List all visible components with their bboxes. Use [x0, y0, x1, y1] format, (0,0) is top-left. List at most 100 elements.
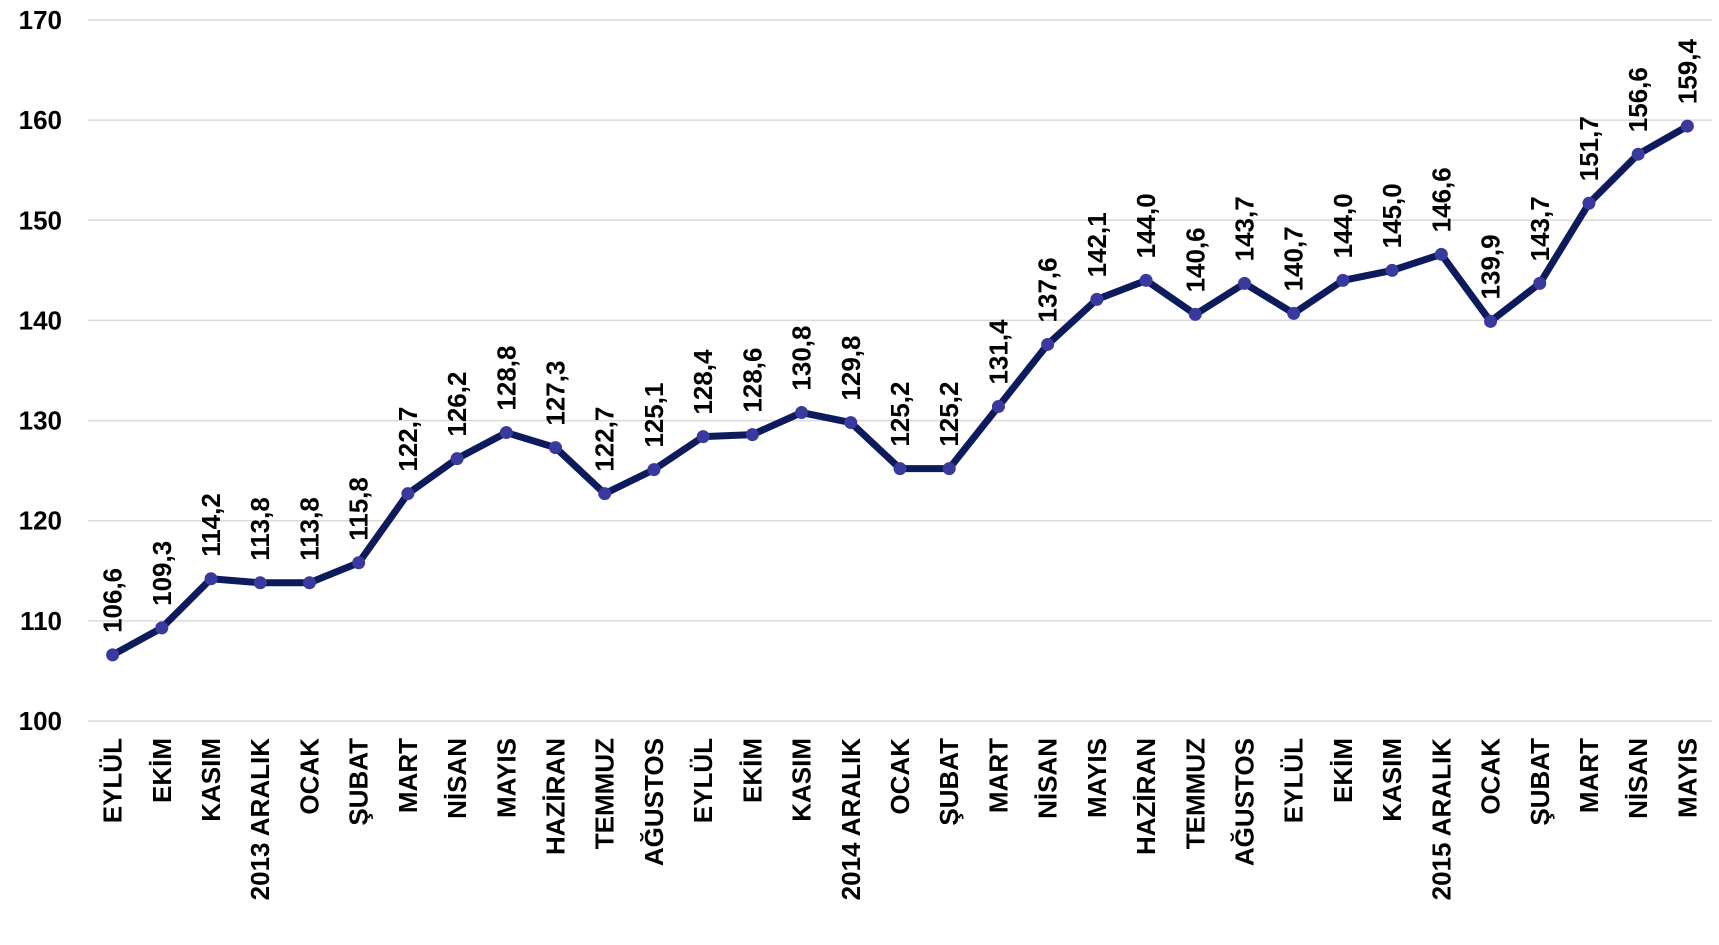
data-point: [1385, 263, 1399, 277]
data-point: [1582, 196, 1596, 210]
gridlines: [88, 19, 1712, 722]
data-label: 131,4: [983, 319, 1013, 385]
x-tick-label: 2015 ARALIK: [1426, 738, 1456, 901]
x-tick-label: AĞUSTOS: [1229, 738, 1259, 866]
data-point: [1680, 119, 1694, 133]
x-tick-label: EYLÜL: [1279, 738, 1309, 823]
data-point: [745, 428, 759, 442]
data-label: 156,6: [1623, 67, 1653, 132]
data-point: [1484, 314, 1498, 328]
data-point: [598, 487, 612, 501]
data-point: [401, 487, 415, 501]
data-point: [155, 621, 169, 635]
x-tick-label: ŞUBAT: [344, 738, 374, 826]
data-label: 122,7: [393, 407, 423, 472]
data-label: 127,3: [541, 361, 571, 426]
y-tick-label: 120: [19, 506, 62, 536]
data-label: 113,8: [245, 497, 275, 561]
data-point: [795, 406, 809, 420]
data-label: 137,6: [1033, 257, 1063, 322]
data-point: [1631, 147, 1645, 161]
data-label: 140,7: [1279, 226, 1309, 291]
x-tick-label: OCAK: [294, 738, 324, 815]
data-label: 125,1: [639, 383, 669, 448]
x-tick-label: HAZİRAN: [541, 738, 571, 855]
x-tick-label: EKİM: [147, 738, 177, 803]
x-tick-label: 2013 ARALIK: [245, 738, 275, 901]
data-point: [1090, 292, 1104, 306]
x-tick-label: MAYIS: [1672, 738, 1702, 818]
y-tick-label: 160: [19, 105, 62, 135]
data-label: 122,7: [590, 407, 620, 472]
data-label: 145,0: [1377, 183, 1407, 248]
x-tick-label: TEMMUZ: [1180, 738, 1210, 849]
x-tick-label: 2014 ARALIK: [836, 738, 866, 901]
x-tick-label: OCAK: [1476, 738, 1506, 815]
data-point: [499, 426, 513, 440]
data-point: [352, 556, 366, 570]
x-tick-label: NİSAN: [442, 738, 472, 819]
x-tick-label: EKİM: [1328, 738, 1358, 803]
data-point: [893, 462, 907, 476]
data-point: [647, 463, 661, 477]
y-tick-label: 140: [19, 305, 62, 335]
x-tick-label: KASIM: [196, 738, 226, 822]
x-tick-label: HAZİRAN: [1131, 738, 1161, 855]
x-tick-label: ŞUBAT: [1525, 738, 1555, 826]
data-point: [1188, 307, 1202, 321]
x-tick-label: MART: [393, 738, 423, 813]
data-point: [1336, 273, 1350, 287]
y-tick-label: 100: [19, 706, 62, 736]
x-tick-label: MART: [983, 738, 1013, 813]
data-point: [696, 430, 710, 444]
x-tick-label: MAYIS: [491, 738, 521, 818]
data-label: 114,2: [196, 493, 226, 557]
x-tick-label: EYLÜL: [688, 738, 718, 823]
data-point: [253, 576, 267, 590]
y-tick-label: 130: [19, 406, 62, 436]
data-point: [1533, 276, 1547, 290]
data-point: [106, 648, 120, 662]
data-label: 128,6: [737, 348, 767, 413]
data-point: [302, 576, 316, 590]
data-label: 142,1: [1082, 212, 1112, 277]
x-tick-label: OCAK: [885, 738, 915, 815]
data-label: 143,7: [1229, 196, 1259, 261]
y-tick-label: 150: [19, 205, 62, 235]
data-point: [1237, 276, 1251, 290]
data-label: 129,8: [836, 335, 866, 400]
data-point: [450, 452, 464, 466]
x-tick-label: ŞUBAT: [934, 738, 964, 826]
data-label: 143,7: [1525, 196, 1555, 261]
data-label: 151,7: [1574, 116, 1604, 181]
data-label: 144,0: [1131, 193, 1161, 258]
data-label: 115,8: [344, 477, 374, 541]
x-axis-ticks: EYLÜL EKİM KASIM 2013 ARALIK OCAK ŞUBAT MART Nİ…: [98, 738, 1703, 901]
data-label: 125,2: [934, 382, 964, 447]
data-label: 125,2: [885, 382, 915, 447]
data-label: 146,6: [1426, 167, 1456, 232]
x-tick-label: TEMMUZ: [590, 738, 620, 849]
data-point: [204, 572, 218, 586]
data-label: 128,8: [491, 346, 521, 411]
x-tick-label: MART: [1574, 738, 1604, 813]
x-tick-label: EKİM: [737, 738, 767, 803]
data-point: [1139, 273, 1153, 287]
data-label: 139,9: [1476, 234, 1506, 299]
x-tick-label: EYLÜL: [98, 738, 128, 823]
data-label: 128,4: [688, 349, 718, 415]
x-tick-label: AĞUSTOS: [639, 738, 669, 866]
data-points: [106, 119, 1694, 662]
x-tick-label: NİSAN: [1033, 738, 1063, 819]
x-tick-label: KASIM: [787, 738, 817, 822]
data-point: [549, 441, 563, 455]
x-tick-label: KASIM: [1377, 738, 1407, 822]
y-tick-label: 110: [20, 606, 62, 636]
data-label: 159,4: [1672, 39, 1702, 105]
x-tick-label: NİSAN: [1623, 738, 1653, 819]
y-axis-ticks: 100 110 120 130 140 150 160 170: [19, 5, 62, 736]
data-labels: 106,6 109,3 114,2 113,8 113,8 115,8 122,7 126,2…: [98, 39, 1703, 633]
data-point: [991, 400, 1005, 414]
data-point: [1287, 306, 1301, 320]
